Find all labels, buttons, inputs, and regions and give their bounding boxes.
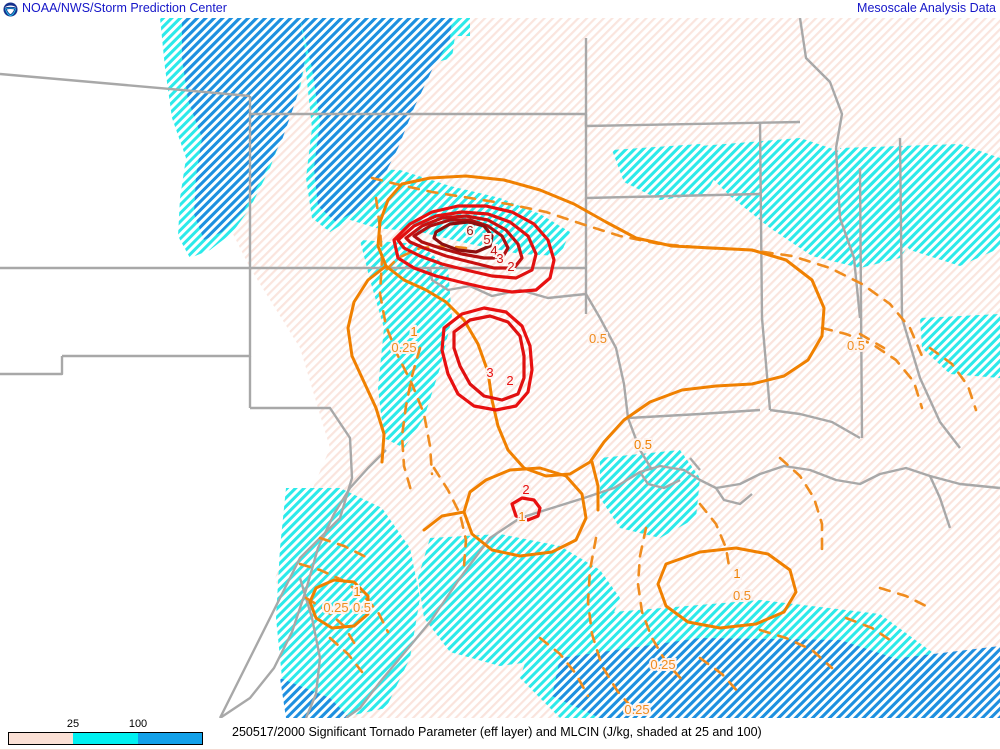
contour-label-halo: 1	[518, 509, 525, 524]
stp-dashed-contours	[298, 176, 978, 714]
contour-label: 0.5	[589, 331, 607, 346]
contour-label-halo: 0.5	[847, 338, 865, 353]
contour-label-halo: 0.25	[391, 340, 416, 355]
mesoanalysis-map[interactable]: 6 6 5 5 4 4 3 3 2 2 3 3 2 2 2 2 1 1 1 1 0.25 0.25 0.5 0.5 0.5 0.5…	[0, 18, 1000, 718]
stp-contour-3	[396, 210, 538, 402]
contour-label-halo: 3	[486, 365, 493, 380]
page-header: NOAA/NWS/Storm Prediction Center Mesosca…	[0, 0, 1000, 18]
stp-contour-2	[392, 204, 556, 522]
map-caption: 250517/2000 Significant Tornado Paramete…	[232, 725, 762, 739]
contour-label: 1	[518, 509, 525, 524]
contour-label-halo: 0.5	[353, 600, 371, 615]
contour-label: 0.25	[323, 600, 348, 615]
contour-label: 2	[507, 259, 514, 274]
contour-label-halo: 0.5	[589, 331, 607, 346]
contour-label: 5	[483, 232, 490, 247]
page-footer: 25 100 250517/2000 Significant Tornado P…	[0, 718, 1000, 750]
political-borders	[0, 18, 1000, 718]
contour-label-halo: 2	[507, 259, 514, 274]
stp-contour-4	[404, 214, 524, 270]
contour-label-halo: 1	[410, 324, 417, 339]
contour-label-halo: 0.25	[650, 657, 675, 672]
contour-label: 0.25	[624, 702, 649, 717]
colorbar-segment-below-25	[9, 733, 74, 744]
colorbar-tick-25: 25	[66, 718, 80, 730]
mlcin-colorbar: 25 100	[8, 718, 208, 750]
contour-label: 6	[466, 223, 473, 238]
stp-contour-1	[308, 174, 826, 630]
contour-label-halo: 4	[490, 243, 497, 258]
mlcin-shading-100	[182, 18, 1000, 718]
contour-label-halo: 0.5	[733, 588, 751, 603]
contour-label: 0.5	[847, 338, 865, 353]
stp-contour-6	[432, 220, 494, 254]
contour-label: 1	[353, 584, 360, 599]
contour-label: 4	[490, 243, 497, 258]
colorbar-segment-25-100	[73, 733, 138, 744]
header-dataset-label: Mesoscale Analysis Data	[857, 1, 996, 15]
contour-label: 3	[496, 251, 503, 266]
colorbar-tick-100: 100	[128, 718, 148, 730]
contour-label-halo: 3	[496, 251, 503, 266]
colorbar-strip	[8, 732, 203, 745]
contour-label: 0.25	[391, 340, 416, 355]
colorbar-tick-labels: 25 100	[8, 718, 208, 732]
contour-label-group: 665544332233222211110.250.250.50.50.50.5…	[321, 221, 867, 718]
stp-contour-5	[412, 218, 510, 260]
contour-label: 2	[522, 482, 529, 497]
contour-label-halo: 5	[483, 232, 490, 247]
contour-label-halo: 0.5	[634, 437, 652, 452]
contour-label: 2	[506, 373, 513, 388]
contour-label-halo: 2	[522, 482, 529, 497]
contour-label-halo: 6	[466, 223, 473, 238]
contour-label: 1	[733, 566, 740, 581]
contour-label: 0.25	[650, 657, 675, 672]
map-canvas: 665544332233222211110.250.250.50.50.50.5…	[0, 18, 1000, 718]
header-title: NOAA/NWS/Storm Prediction Center	[22, 1, 227, 15]
colorbar-segment-above-100	[137, 733, 202, 744]
contour-label-halo: 1	[353, 584, 360, 599]
contour-label: 1	[410, 324, 417, 339]
contour-label-halo: 1	[733, 566, 740, 581]
noaa-seagull-logo-icon	[3, 2, 18, 17]
contour-label: 0.5	[733, 588, 751, 603]
contour-label-halo: 2	[506, 373, 513, 388]
contour-label: 3	[486, 365, 493, 380]
contour-label: 0.5	[353, 600, 371, 615]
contour-label-halo: 0.25	[624, 702, 649, 717]
contour-label: 0.5	[634, 437, 652, 452]
contour-label-halo: 0.25	[323, 600, 348, 615]
